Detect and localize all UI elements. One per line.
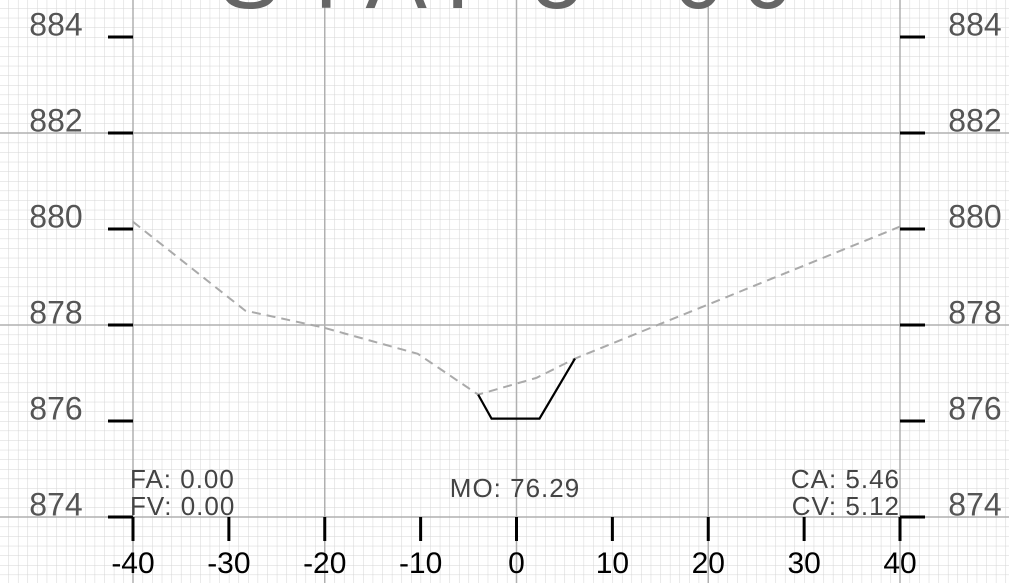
annotation: MO: 76.29 — [450, 473, 580, 503]
x-tick-label: 30 — [787, 547, 820, 580]
annotation: CA: 5.46 — [791, 464, 900, 494]
y-tick-label: 876 — [948, 390, 1001, 426]
x-tick-label: -10 — [399, 547, 442, 580]
y-tick-label: 884 — [29, 6, 82, 42]
y-tick-label: 876 — [29, 390, 82, 426]
y-tick-label: 874 — [948, 486, 1001, 522]
x-tick-label: -40 — [111, 547, 154, 580]
x-tick-label: -20 — [303, 547, 346, 580]
y-tick-label: 880 — [29, 198, 82, 234]
y-tick-label: 884 — [948, 6, 1001, 42]
y-tick-label: 882 — [948, 102, 1001, 138]
annotation: CV: 5.12 — [792, 491, 900, 521]
x-tick-label: 0 — [508, 547, 525, 580]
y-tick-label: 874 — [29, 486, 82, 522]
annotation: FV: 0.00 — [130, 491, 235, 521]
line-series — [132, 221, 901, 396]
x-tick-label: -30 — [207, 547, 250, 580]
annotation: FA: 0.00 — [130, 464, 235, 494]
y-tick-label: 882 — [29, 102, 82, 138]
y-tick-label: 878 — [948, 294, 1001, 330]
x-tick-label: 10 — [596, 547, 629, 580]
y-tick-label: 878 — [29, 294, 82, 330]
x-tick-label: 40 — [883, 547, 916, 580]
y-tick-label: 880 — [948, 198, 1001, 234]
chart-title: STA. 5+00 — [219, 0, 811, 28]
x-tick-label: 20 — [692, 547, 725, 580]
line-series — [477, 358, 576, 420]
